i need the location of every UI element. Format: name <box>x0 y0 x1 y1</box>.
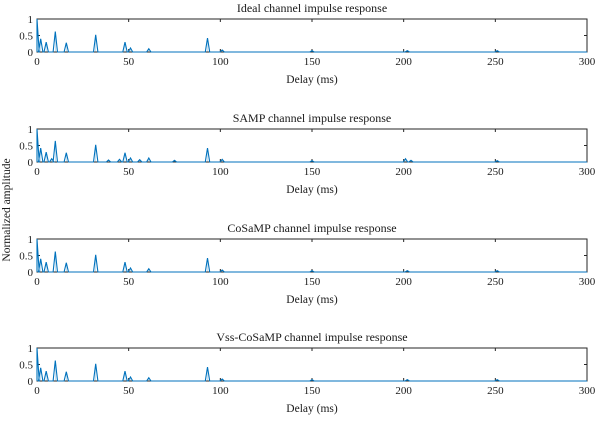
x-tick-label: 250 <box>487 166 504 178</box>
x-tick-label: 50 <box>123 385 135 397</box>
x-tick-label: 300 <box>579 166 596 178</box>
y-tick-label: 1 <box>28 343 34 355</box>
axes-box <box>36 238 588 273</box>
subplot-1: Ideal channel impulse response 0 50 100 150 2… <box>19 1 596 86</box>
impulse-response-line <box>36 238 587 273</box>
x-tick-label: 300 <box>579 276 596 288</box>
subplot-2: SAMP channel impulse response 0 50 100 150 20… <box>19 111 596 196</box>
x-axis-label: Delay (ms) <box>286 403 338 415</box>
x-tick-label: 250 <box>487 276 504 288</box>
x-tick-label: 0 <box>34 166 40 178</box>
x-tick-label: 150 <box>304 385 321 397</box>
x-tick-label: 200 <box>395 166 412 178</box>
x-tick-label: 0 <box>34 276 40 288</box>
y-tick-label: 1 <box>28 14 34 26</box>
impulse-response-line <box>36 347 587 382</box>
impulse-response-line <box>36 128 587 163</box>
x-tick-label: 200 <box>395 276 412 288</box>
subplot-title: CoSaMP channel impulse response <box>227 221 396 235</box>
x-tick-label: 50 <box>123 276 135 288</box>
x-tick-label: 200 <box>395 56 412 68</box>
x-tick-label: 0 <box>34 385 40 397</box>
y-tick-label: 0.5 <box>19 141 33 153</box>
x-tick-label: 300 <box>579 385 596 397</box>
x-axis-label: Delay (ms) <box>286 74 338 86</box>
y-tick-label: 0 <box>28 47 34 59</box>
subplot-title: Ideal channel impulse response <box>237 1 387 15</box>
y-tick-label: 0 <box>28 376 34 388</box>
x-tick-label: 150 <box>304 56 321 68</box>
axes-box <box>36 128 588 163</box>
x-tick-label: 250 <box>487 56 504 68</box>
x-tick-label: 100 <box>212 56 229 68</box>
x-tick-label: 100 <box>212 385 229 397</box>
x-tick-label: 200 <box>395 385 412 397</box>
x-tick-label: 0 <box>34 56 40 68</box>
y-tick-label: 0.5 <box>19 251 33 263</box>
axes-box <box>36 18 588 53</box>
x-tick-label: 50 <box>123 166 135 178</box>
x-axis-label: Delay (ms) <box>286 184 338 196</box>
x-tick-label: 100 <box>212 276 229 288</box>
axes-box <box>36 347 588 382</box>
x-tick-label: 50 <box>123 56 135 68</box>
subplot-title: Vss-CoSaMP channel impulse response <box>216 330 407 344</box>
y-tick-label: 1 <box>28 234 34 246</box>
impulse-response-line <box>36 18 587 53</box>
x-tick-label: 100 <box>212 166 229 178</box>
x-tick-label: 150 <box>304 276 321 288</box>
x-tick-label: 250 <box>487 385 504 397</box>
x-tick-label: 150 <box>304 166 321 178</box>
subplot-title: SAMP channel impulse response <box>233 111 392 125</box>
figure-ylabel: Normalized amplitude <box>1 158 13 261</box>
y-tick-label: 0.5 <box>19 360 33 372</box>
x-tick-label: 300 <box>579 56 596 68</box>
y-tick-label: 0 <box>28 267 34 279</box>
y-tick-label: 0 <box>28 157 34 169</box>
y-tick-label: 0.5 <box>19 31 33 43</box>
x-axis-label: Delay (ms) <box>286 294 338 306</box>
y-tick-label: 1 <box>28 124 34 136</box>
subplot-3: CoSaMP channel impulse response 0 50 100 150… <box>19 221 596 306</box>
